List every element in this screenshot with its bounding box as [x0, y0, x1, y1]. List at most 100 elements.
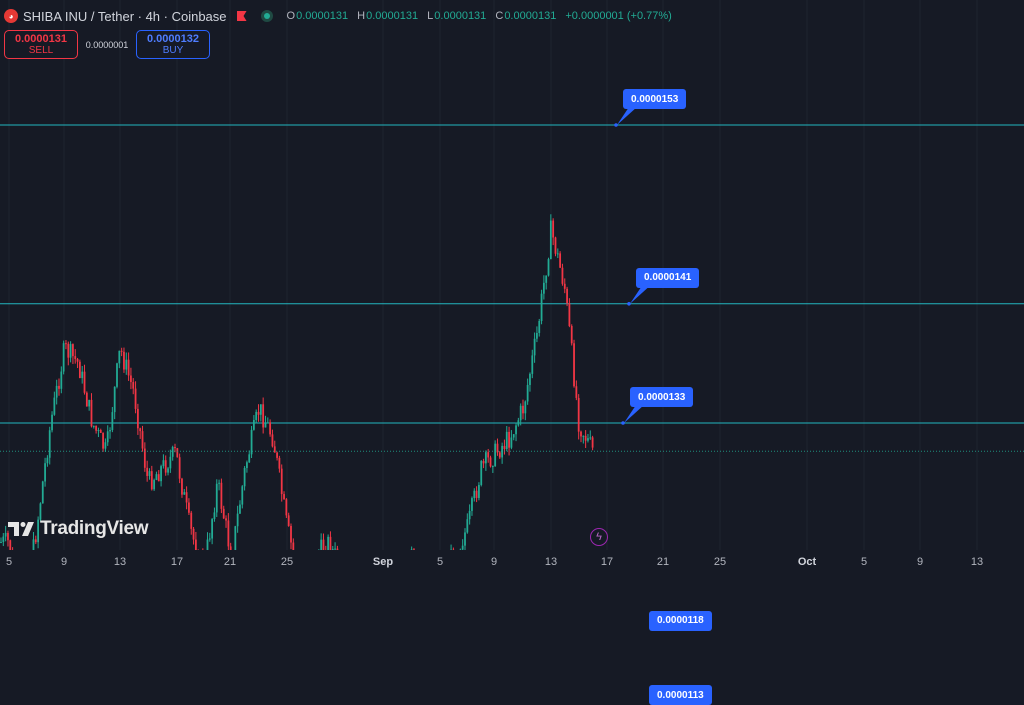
time-axis-tick: 17 [601, 556, 613, 568]
price-change: +0.0000001 (+0.77%) [565, 10, 671, 22]
time-axis-tick: 9 [917, 556, 923, 568]
candle-body [464, 532, 466, 545]
candle-body [511, 438, 513, 448]
shiba-inu-icon[interactable]: ◕ [4, 9, 18, 23]
time-axis-tick: 5 [437, 556, 443, 568]
candle-body [485, 452, 487, 463]
candle-body [58, 386, 60, 389]
line-anchor[interactable] [621, 421, 625, 425]
candle-body [557, 253, 559, 254]
candle-body [95, 426, 97, 431]
line-anchor[interactable] [614, 123, 618, 127]
symbol-title[interactable]: SHIBA INU / Tether · 4h · Coinbase [23, 9, 227, 24]
candle-body [174, 447, 176, 448]
buy-button[interactable]: 0.0000132 BUY [136, 30, 210, 59]
candle-body [163, 460, 165, 466]
candle-body [524, 401, 526, 413]
candle-body [216, 484, 218, 513]
candle-body [258, 412, 260, 415]
candle-body [218, 483, 220, 484]
candle-body [209, 539, 211, 540]
candle-body [142, 431, 144, 448]
time-axis-tick: 21 [224, 556, 236, 568]
candle-body [158, 474, 160, 481]
candle-body [128, 360, 130, 376]
candle-body [522, 406, 524, 414]
candle-body [47, 458, 49, 463]
ohlc-values: O0.0000131 H0.0000131 L0.0000131 C0.0000… [287, 10, 678, 22]
candle-body [478, 485, 480, 498]
candle-body [241, 486, 243, 504]
time-axis-tick: 5 [861, 556, 867, 568]
time-axis-tick: 17 [171, 556, 183, 568]
candle-body [494, 444, 496, 466]
candle-body [77, 359, 79, 362]
candle-body [60, 372, 62, 389]
candle-body [279, 458, 281, 469]
candle-body [49, 430, 51, 458]
candle-body [211, 519, 213, 538]
time-axis-tick: Oct [798, 556, 816, 568]
candle-body [151, 471, 153, 489]
candle-body [473, 491, 475, 498]
candle-body [105, 442, 107, 448]
price-level-label[interactable]: 0.0000118 [649, 611, 712, 631]
time-axis-tick: 25 [714, 556, 726, 568]
candle-body [487, 452, 489, 457]
candle-body [51, 415, 53, 431]
time-axis-tick: 13 [545, 556, 557, 568]
candle-body [169, 457, 171, 469]
line-anchor[interactable] [627, 302, 631, 306]
candle-body [508, 432, 510, 448]
candle-body [98, 430, 100, 431]
candle-body [573, 343, 575, 386]
candle-body [132, 382, 134, 389]
candle-body [88, 400, 90, 407]
candle-body [114, 387, 116, 412]
label-pointer [617, 107, 637, 125]
time-axis-tick: 9 [61, 556, 67, 568]
price-chart[interactable] [0, 0, 1024, 576]
candle-body [111, 412, 113, 430]
candle-body [42, 481, 44, 503]
candle-body [123, 352, 125, 370]
candle-body [176, 448, 178, 457]
candle-body [251, 430, 253, 454]
candle-body [188, 502, 190, 512]
candle-body [276, 453, 278, 458]
candle-body [552, 221, 554, 238]
candle-body [100, 430, 102, 433]
time-axis-tick: 9 [491, 556, 497, 568]
candle-body [137, 409, 139, 428]
candle-body [81, 372, 83, 378]
tradingview-logo[interactable]: TradingView [8, 518, 148, 540]
price-level-label[interactable]: 0.0000153 [623, 89, 686, 109]
candle-body [466, 519, 468, 532]
candle-body [290, 526, 292, 543]
candle-body [107, 431, 109, 442]
candle-body [559, 253, 561, 267]
price-level-label[interactable]: 0.0000133 [630, 387, 693, 407]
price-level-label[interactable]: 0.0000113 [649, 685, 712, 705]
candle-body [274, 446, 276, 452]
candle-body [63, 343, 65, 371]
candle-body [476, 491, 478, 498]
lightning-icon[interactable]: ϟ [590, 528, 608, 546]
candle-body [269, 422, 271, 434]
time-axis-tick: 21 [657, 556, 669, 568]
candle-body [167, 468, 169, 472]
candle-body [65, 343, 67, 344]
candle-body [490, 457, 492, 466]
flag-icon[interactable] [237, 11, 247, 21]
sell-button[interactable]: 0.0000131 SELL [4, 30, 78, 59]
trade-panel: 0.0000131 SELL 0.0000001 0.0000132 BUY [4, 30, 210, 59]
candle-body [221, 483, 223, 509]
candle-body [517, 420, 519, 425]
candle-body [529, 374, 531, 385]
candle-body [285, 499, 287, 515]
candle-body [84, 372, 86, 393]
candle-body [534, 339, 536, 356]
candle-body [492, 466, 494, 467]
price-level-label[interactable]: 0.0000141 [636, 268, 699, 288]
